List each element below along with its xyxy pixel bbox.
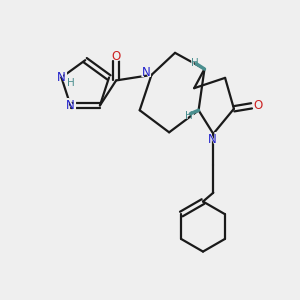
- Text: N: N: [140, 65, 152, 80]
- Text: N: N: [208, 133, 216, 146]
- Text: O: O: [252, 98, 264, 113]
- Text: H: H: [65, 76, 76, 89]
- Text: N: N: [206, 132, 218, 147]
- Text: N: N: [66, 99, 75, 112]
- Text: H: H: [67, 78, 75, 88]
- Text: H: H: [190, 56, 201, 69]
- Text: N: N: [57, 71, 66, 84]
- Text: N: N: [64, 98, 77, 113]
- Text: H: H: [185, 110, 193, 121]
- Text: H: H: [184, 109, 195, 122]
- Text: O: O: [254, 99, 263, 112]
- Text: O: O: [112, 50, 121, 62]
- Text: N: N: [55, 70, 68, 85]
- Text: N: N: [142, 66, 151, 79]
- Text: H: H: [191, 58, 199, 68]
- Text: O: O: [110, 49, 122, 64]
